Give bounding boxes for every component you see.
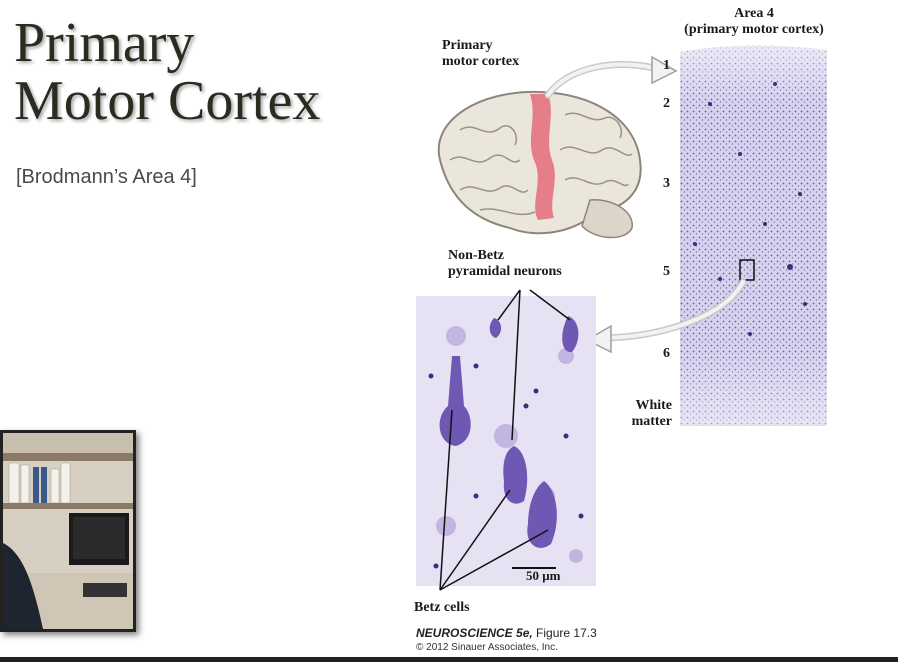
white-matter-label: White matter — [622, 398, 672, 430]
curved-arrow-2-icon — [585, 278, 747, 354]
slide-title: Primary Motor Cortex — [14, 14, 320, 130]
brain-label: Primary motor cortex — [442, 38, 519, 70]
brain-label-line-1: Primary — [442, 38, 493, 53]
betz-cells-label: Betz cells — [414, 600, 470, 615]
slide-subtitle: [Brodmann’s Area 4] — [16, 166, 197, 188]
caption-title: NEUROSCIENCE 5e, — [416, 626, 533, 640]
layer-5-label: 5 — [663, 264, 670, 279]
title-line-2: Motor Cortex — [14, 70, 321, 132]
bottom-bar — [0, 657, 898, 662]
white-matter-line-2: matter — [631, 414, 672, 429]
area-title: Area 4 (primary motor cortex) — [674, 6, 834, 38]
copyright-text: © 2012 Sinauer Associates, Inc. — [416, 642, 558, 653]
neuron-magnified-image — [416, 296, 596, 586]
title-line-1: Primary — [14, 12, 195, 74]
nonbetz-line-1: Non-Betz — [448, 248, 504, 263]
scale-bar-label: 50 μm — [526, 568, 561, 583]
white-matter-line-1: White — [635, 398, 672, 413]
brain-illustration — [437, 90, 642, 239]
area-title-line-2: (primary motor cortex) — [684, 22, 824, 37]
webcam-overlay — [0, 430, 136, 632]
figure-caption: NEUROSCIENCE 5e, Figure 17.3 — [416, 626, 597, 640]
brain-label-line-2: motor cortex — [442, 54, 520, 69]
pointer-lines — [439, 289, 571, 591]
webcam-scene — [3, 433, 133, 629]
layer-6-label: 6 — [663, 346, 670, 361]
layer-3-label: 3 — [663, 176, 670, 191]
layer-2-label: 2 — [663, 96, 670, 111]
nonbetz-line-2: pyramidal neurons — [448, 264, 562, 279]
area-title-line-1: Area 4 — [734, 6, 774, 21]
cortex-stain-image — [680, 45, 827, 426]
nonbetz-label: Non-Betz pyramidal neurons — [448, 248, 562, 280]
caption-fig: Figure 17.3 — [536, 626, 597, 640]
layer-1-label: 1 — [663, 58, 670, 73]
curved-arrow-icon — [544, 55, 678, 99]
